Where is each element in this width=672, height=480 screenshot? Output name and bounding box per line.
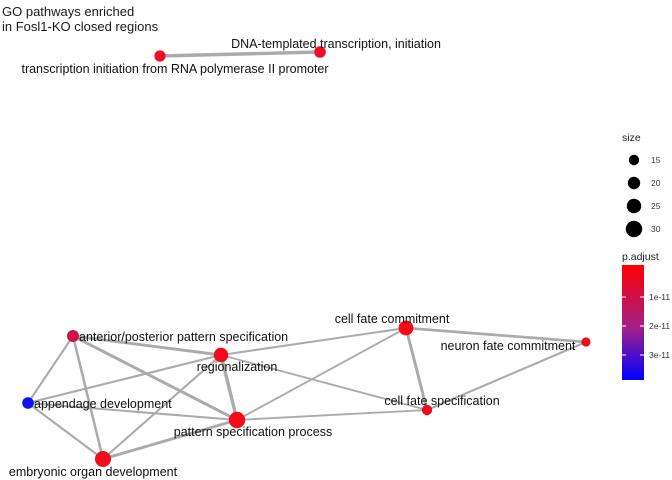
size-legend-dot-25 (626, 198, 642, 214)
edge-reg-eod (102, 354, 222, 460)
legend: size 15 20 25 30 p.adjust 1e-11 2e-11 3e-11 (622, 132, 670, 380)
node-label-cfs: cell fate specification (384, 394, 499, 408)
edge-reg-cfs (220, 354, 428, 411)
size-legend-label-20: 20 (651, 178, 661, 188)
node-label-tipol2: transcription initiation from RNA polyme… (21, 62, 328, 76)
edge-reg-cfc (220, 326, 407, 357)
node-ap[interactable] (67, 330, 79, 342)
size-legend-dot-15 (628, 154, 640, 166)
node-label-psp: pattern specification process (174, 425, 332, 439)
node-label-reg: regionalization (197, 360, 278, 374)
edge-tipol2-dna (159, 50, 321, 58)
edge-app-psp (27, 401, 238, 422)
node-label-eod: embryonic organ development (9, 465, 178, 479)
edge-ap-app (27, 335, 74, 404)
node-eod[interactable] (95, 451, 111, 467)
color-legend-bar (622, 265, 644, 380)
size-legend-dot-30 (625, 220, 643, 238)
node-label-nfc: neuron fate commitment (441, 339, 576, 353)
size-legend-items: 15 20 25 30 (625, 154, 661, 238)
color-tick-label-1: 2e-11 (649, 321, 670, 331)
size-legend-title: size (622, 132, 641, 144)
node-label-ap: anterior/posterior pattern specification (79, 330, 288, 344)
edge-layer (27, 50, 587, 461)
plot-title: GO pathways enriched in Fosl1-KO closed … (2, 4, 158, 34)
edge-cfs-psp (236, 409, 428, 421)
edge-eod-psp (102, 418, 238, 461)
edge-ap-reg (72, 334, 222, 357)
edge-cfc-nfc (405, 326, 587, 344)
node-app[interactable] (22, 397, 34, 409)
color-tick-label-0: 1e-11 (649, 292, 670, 302)
size-legend-label-15: 15 (651, 155, 661, 165)
node-layer (22, 46, 591, 467)
node-dna[interactable] (314, 46, 326, 58)
size-legend-dot-20 (627, 176, 641, 190)
title-line-1: GO pathways enriched (2, 4, 135, 19)
edge-app-eod (27, 402, 104, 460)
node-tipol2[interactable] (154, 50, 166, 62)
color-legend-ticks: 1e-11 2e-11 3e-11 (622, 292, 670, 360)
edge-ap-eod (71, 335, 105, 460)
edge-cfc-psp (236, 327, 407, 421)
size-legend-label-25: 25 (651, 201, 661, 211)
node-label-cfc: cell fate commitment (335, 312, 450, 326)
edge-cfc-cfs (404, 327, 429, 411)
node-cfc[interactable] (398, 320, 414, 336)
node-psp[interactable] (228, 411, 246, 429)
edge-cfs-nfc (426, 341, 587, 411)
node-cfs[interactable] (421, 404, 433, 416)
node-label-app: appendage development (34, 397, 172, 411)
node-label-dna: DNA-templated transcription, initiation (231, 37, 441, 51)
label-layer: DNA-templated transcription, initiation t… (9, 37, 576, 479)
edge-ap-psp (72, 334, 238, 422)
color-legend-title: p.adjust (622, 251, 659, 263)
node-reg[interactable] (213, 347, 229, 363)
color-tick-label-2: 3e-11 (649, 350, 670, 360)
edge-reg-app (27, 353, 222, 405)
edge-reg-psp (219, 354, 239, 421)
size-legend-label-30: 30 (651, 224, 661, 234)
title-line-2: in Fosl1-KO closed regions (2, 19, 159, 34)
node-nfc[interactable] (581, 337, 591, 347)
